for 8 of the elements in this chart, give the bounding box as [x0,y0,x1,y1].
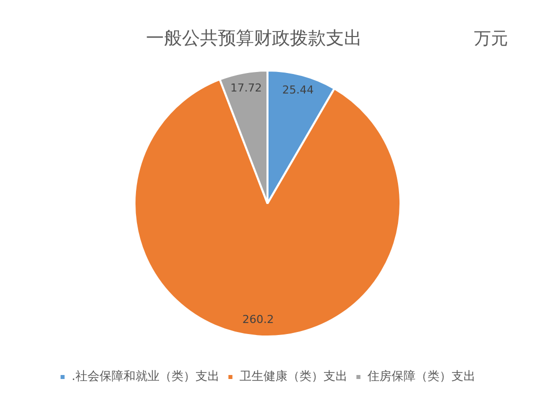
chart-title: 一般公共预算财政拨款支出 [146,28,362,49]
data-label: 17.72 [230,81,262,94]
data-label: 260.2 [242,313,274,326]
legend-label: 住房保障（类）支出 [366,369,476,384]
legend-label: .社会保障和就业（类）支出 [72,369,220,384]
data-label: 25.44 [282,83,314,96]
text: 万元 [474,28,508,50]
legend-label: 卫生健康（类）支出 [239,369,348,384]
